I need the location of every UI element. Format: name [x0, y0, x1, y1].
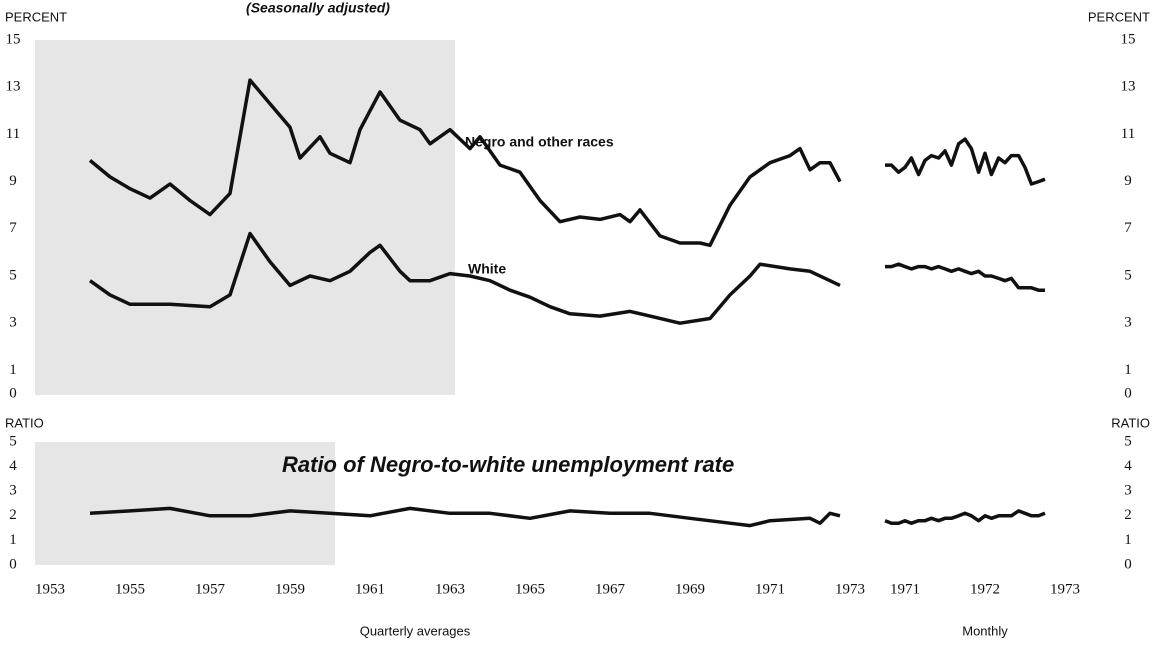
series-line — [88, 78, 842, 248]
y-tick-label: 2 — [9, 507, 17, 523]
x-tick-label: 1971 — [755, 581, 785, 597]
y-tick-label: 9 — [9, 173, 17, 189]
y-tick-label: 9 — [1124, 173, 1132, 189]
y-tick-label: 15 — [6, 31, 21, 47]
series-line — [884, 509, 1046, 525]
y-axis-label: RATIO — [1111, 415, 1150, 430]
x-tick-label: 1973 — [835, 581, 865, 597]
y-tick-label: 0 — [9, 385, 17, 401]
y-tick-label: 11 — [1121, 126, 1135, 142]
y-tick-label: 3 — [9, 483, 17, 499]
series-label: Ratio of Negro-to-white unemployment rat… — [282, 452, 734, 477]
x-axis-label: Quarterly averages — [360, 623, 471, 638]
y-tick-label: 3 — [9, 315, 17, 331]
y-tick-label: 0 — [1124, 385, 1132, 401]
y-tick-label: 1 — [1124, 532, 1132, 548]
x-tick-label: 1971 — [890, 581, 920, 597]
x-tick-label: 1972 — [970, 581, 1000, 597]
x-tick-label: 1953 — [35, 581, 65, 597]
series-label: White — [468, 261, 506, 277]
x-tick-label: 1957 — [195, 581, 226, 597]
y-tick-label: 7 — [1124, 220, 1132, 236]
x-tick-label: 1959 — [275, 581, 305, 597]
y-axis-label: PERCENT — [5, 9, 67, 24]
x-tick-label: 1965 — [515, 581, 545, 597]
y-tick-label: 0 — [1124, 556, 1132, 572]
y-tick-label: 5 — [1124, 267, 1132, 283]
x-tick-label: 1969 — [675, 581, 705, 597]
y-tick-label: 13 — [1121, 79, 1136, 95]
series-line — [885, 137, 1046, 186]
y-tick-label: 5 — [9, 433, 17, 449]
y-tick-label: 15 — [1121, 31, 1136, 47]
y-tick-label: 5 — [9, 267, 17, 283]
y-axis-label: RATIO — [5, 415, 44, 430]
y-tick-label: 4 — [9, 458, 17, 474]
series-line — [89, 506, 841, 528]
y-tick-label: 5 — [1124, 433, 1132, 449]
x-tick-label: 1955 — [115, 581, 145, 597]
series-line — [885, 262, 1045, 292]
y-tick-label: 7 — [9, 220, 17, 236]
background-texture — [35, 442, 335, 565]
y-tick-label: 0 — [9, 556, 17, 572]
x-axis-label: Monthly — [962, 623, 1008, 638]
y-tick-label: 13 — [6, 79, 21, 95]
series-label: Negro and other races — [465, 134, 614, 150]
background-texture — [35, 40, 455, 395]
y-tick-label: 1 — [1124, 362, 1132, 378]
subtitle: (Seasonally adjusted) — [246, 0, 390, 16]
y-tick-label: 11 — [6, 126, 20, 142]
x-tick-label: 1961 — [355, 581, 385, 597]
y-tick-label: 3 — [1124, 483, 1132, 499]
y-tick-label: 1 — [9, 532, 17, 548]
y-axis-label: PERCENT — [1088, 9, 1150, 24]
y-tick-label: 1 — [9, 362, 17, 378]
y-tick-label: 2 — [1124, 507, 1132, 523]
x-tick-label: 1963 — [435, 581, 465, 597]
y-tick-label: 3 — [1124, 315, 1132, 331]
x-tick-label: 1973 — [1050, 581, 1080, 597]
series-line — [88, 231, 841, 325]
x-tick-label: 1967 — [595, 581, 626, 597]
y-tick-label: 4 — [1124, 458, 1132, 474]
